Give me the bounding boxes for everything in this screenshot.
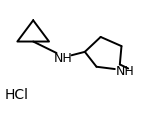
Text: NH: NH: [54, 52, 73, 65]
Text: NH: NH: [115, 65, 134, 78]
Text: HCl: HCl: [5, 88, 29, 101]
